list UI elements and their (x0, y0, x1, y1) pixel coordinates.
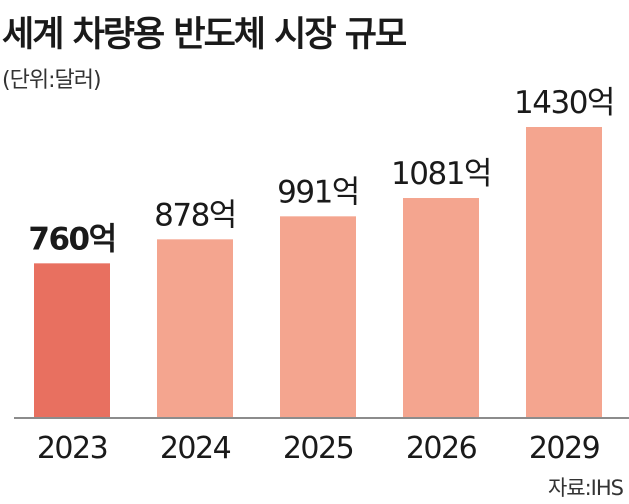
data-label-2024: 878억 (154, 197, 236, 233)
bar-2026 (403, 198, 479, 418)
bar-2024 (157, 239, 233, 418)
chart-title: 세계 차량용 반도체 시장 규모 (2, 15, 407, 55)
bar-2025 (280, 216, 356, 418)
x-tick-2025: 2025 (283, 431, 353, 466)
data-label-2026: 1081억 (391, 156, 491, 192)
x-tick-2024: 2024 (160, 431, 231, 466)
bar-2029 (526, 127, 602, 418)
data-label-2025: 991억 (277, 174, 359, 210)
x-tick-2026: 2026 (406, 431, 477, 466)
bar-2023 (34, 263, 110, 418)
data-label-2023: 760억 (28, 221, 115, 257)
x-tick-2029: 2029 (529, 431, 599, 466)
unit-label: (단위:달러) (2, 68, 102, 93)
x-tick-2023: 2023 (37, 431, 107, 466)
source-label: 자료:IHS (547, 476, 624, 500)
data-label-2029: 1430억 (514, 85, 614, 121)
bars-group: 760억 2023 878억 2024 991억 2025 1081억 2026 1430억 20… (28, 85, 615, 466)
